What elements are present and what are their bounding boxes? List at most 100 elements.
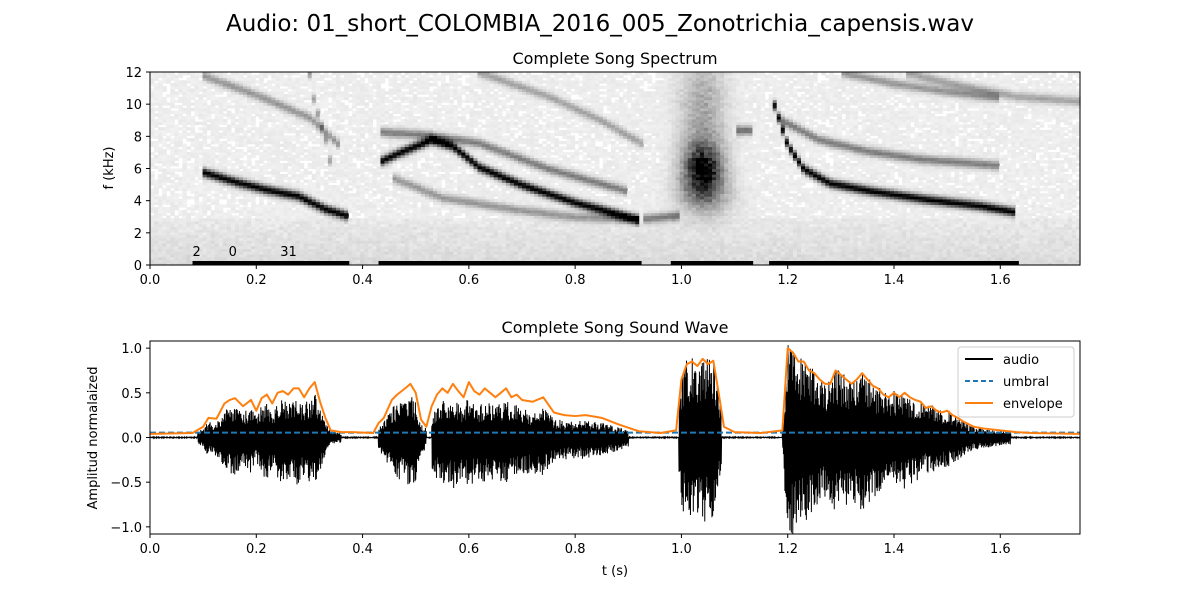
spectrogram-cell — [441, 231, 446, 236]
spectrogram-cell — [263, 116, 268, 120]
spectrogram-cell — [214, 154, 220, 159]
spectrogram-cell — [247, 251, 252, 255]
spectrogram-cell — [412, 190, 418, 194]
spectrogram-cell — [295, 185, 301, 189]
spectrogram-cell — [154, 135, 159, 139]
spectrogram-cell — [344, 226, 349, 230]
spectrogram-cell — [271, 116, 276, 120]
spectrogram-cell — [190, 226, 196, 230]
spectrogram-cell — [376, 165, 382, 170]
spectrogram-cell — [238, 209, 244, 214]
spectrogram-cell — [291, 256, 297, 261]
spectrogram-cell — [166, 229, 171, 233]
spectrogram-cell — [299, 116, 305, 120]
spectrogram-cell — [178, 240, 183, 244]
spectrogram-cell — [214, 229, 220, 233]
spectrogram-cell — [275, 129, 280, 134]
spectrogram-cell — [311, 91, 317, 95]
spectrogram-cell — [222, 146, 228, 150]
spectrogram-cell — [178, 113, 183, 117]
spectrogram-cell — [279, 116, 285, 120]
spectrogram-cell — [368, 187, 373, 192]
spectrogram-cell — [380, 218, 386, 222]
spectrogram-cell — [319, 190, 325, 194]
spectrogram-cell — [178, 187, 183, 192]
spectrogram-cell — [340, 160, 345, 164]
spectrogram-cell — [182, 157, 187, 161]
spectrogram-cell — [424, 143, 430, 148]
spectrogram-cell — [331, 245, 337, 250]
spectrogram-cell — [206, 215, 212, 219]
spectrogram-cell — [441, 83, 446, 87]
spectrogram-cell — [202, 105, 208, 109]
spectrogram-cell — [154, 262, 159, 266]
spectrogram-cell — [222, 154, 228, 159]
spectrogram-cell — [222, 132, 228, 137]
spectrogram-cell — [404, 218, 410, 222]
spectrogram-cell — [267, 215, 272, 219]
spectrogram-cell — [174, 262, 179, 266]
spectrogram-cell — [182, 209, 187, 214]
spectrogram-cell — [311, 185, 317, 189]
spectrogram-cell — [352, 151, 357, 156]
spectrogram-cell — [323, 138, 329, 142]
spectrogram-cell — [283, 102, 289, 106]
spectrogram-cell — [429, 196, 434, 200]
spectrogram-cell — [263, 190, 268, 194]
spectrogram-cell — [275, 242, 280, 247]
spectrogram-cell — [251, 91, 256, 95]
spectrogram-cell — [202, 77, 208, 81]
spectrogram-cell — [158, 223, 163, 227]
spectrogram-cell — [420, 154, 426, 159]
spectrogram-cell — [424, 220, 430, 225]
spectrogram-cell — [234, 94, 240, 98]
spectrogram-cell — [356, 121, 361, 125]
spectrogram-cell — [412, 149, 418, 153]
spectrogram-cell — [319, 74, 325, 79]
spectrogram-cell — [267, 204, 272, 208]
spectrogram-cell — [364, 204, 369, 208]
spectrogram-cell — [348, 140, 353, 145]
spectrogram-cell — [158, 253, 163, 258]
spectrogram-cell — [222, 193, 228, 197]
spectrogram-cell — [150, 204, 155, 208]
spectrogram-cell — [214, 99, 220, 103]
spectrogram-cell — [234, 198, 240, 203]
spectrogram-cell — [360, 176, 365, 181]
spectrogram-cell — [352, 248, 357, 252]
spectrogram-cell — [214, 174, 220, 178]
spectrogram-cell — [331, 174, 337, 178]
spectrogram-cell — [295, 245, 301, 250]
spectrogram-cell — [170, 83, 175, 87]
spectrogram-cell — [416, 127, 422, 131]
spectrogram-cell — [150, 198, 155, 203]
spectrogram-cell — [344, 198, 349, 203]
spectrogram-cell — [291, 198, 297, 203]
spectrogram-cell — [457, 127, 462, 131]
spectrogram-cell — [315, 74, 321, 79]
spectrogram-cell — [182, 220, 187, 225]
spectrogram-cell — [218, 204, 224, 208]
spectrogram-cell — [226, 234, 232, 239]
spectrogram-cell — [214, 218, 220, 222]
spectrogram-cell — [234, 127, 240, 131]
spectrogram-cell — [412, 174, 418, 178]
spectrogram-cell — [396, 77, 402, 81]
spectrogram-cell — [243, 185, 248, 189]
spectrogram-cell — [166, 160, 171, 164]
spectrogram-cell — [287, 187, 293, 192]
spectrogram-cell — [392, 196, 398, 200]
spectrogram-cell — [295, 102, 301, 106]
spectrogram-cell — [206, 198, 212, 203]
spectrogram-cell — [437, 190, 442, 194]
spectrogram-cell — [429, 209, 434, 214]
spectrogram-cell — [275, 105, 280, 109]
spectrogram-cell — [311, 220, 317, 225]
spectrogram-cell — [206, 151, 212, 156]
spectrogram-cell — [283, 251, 289, 255]
spectrogram-cell — [230, 124, 236, 128]
spectrogram-cell — [210, 248, 216, 252]
spectrogram-cell — [327, 207, 333, 211]
spectrogram-cell — [283, 151, 289, 156]
spectrogram-cell — [162, 171, 167, 175]
